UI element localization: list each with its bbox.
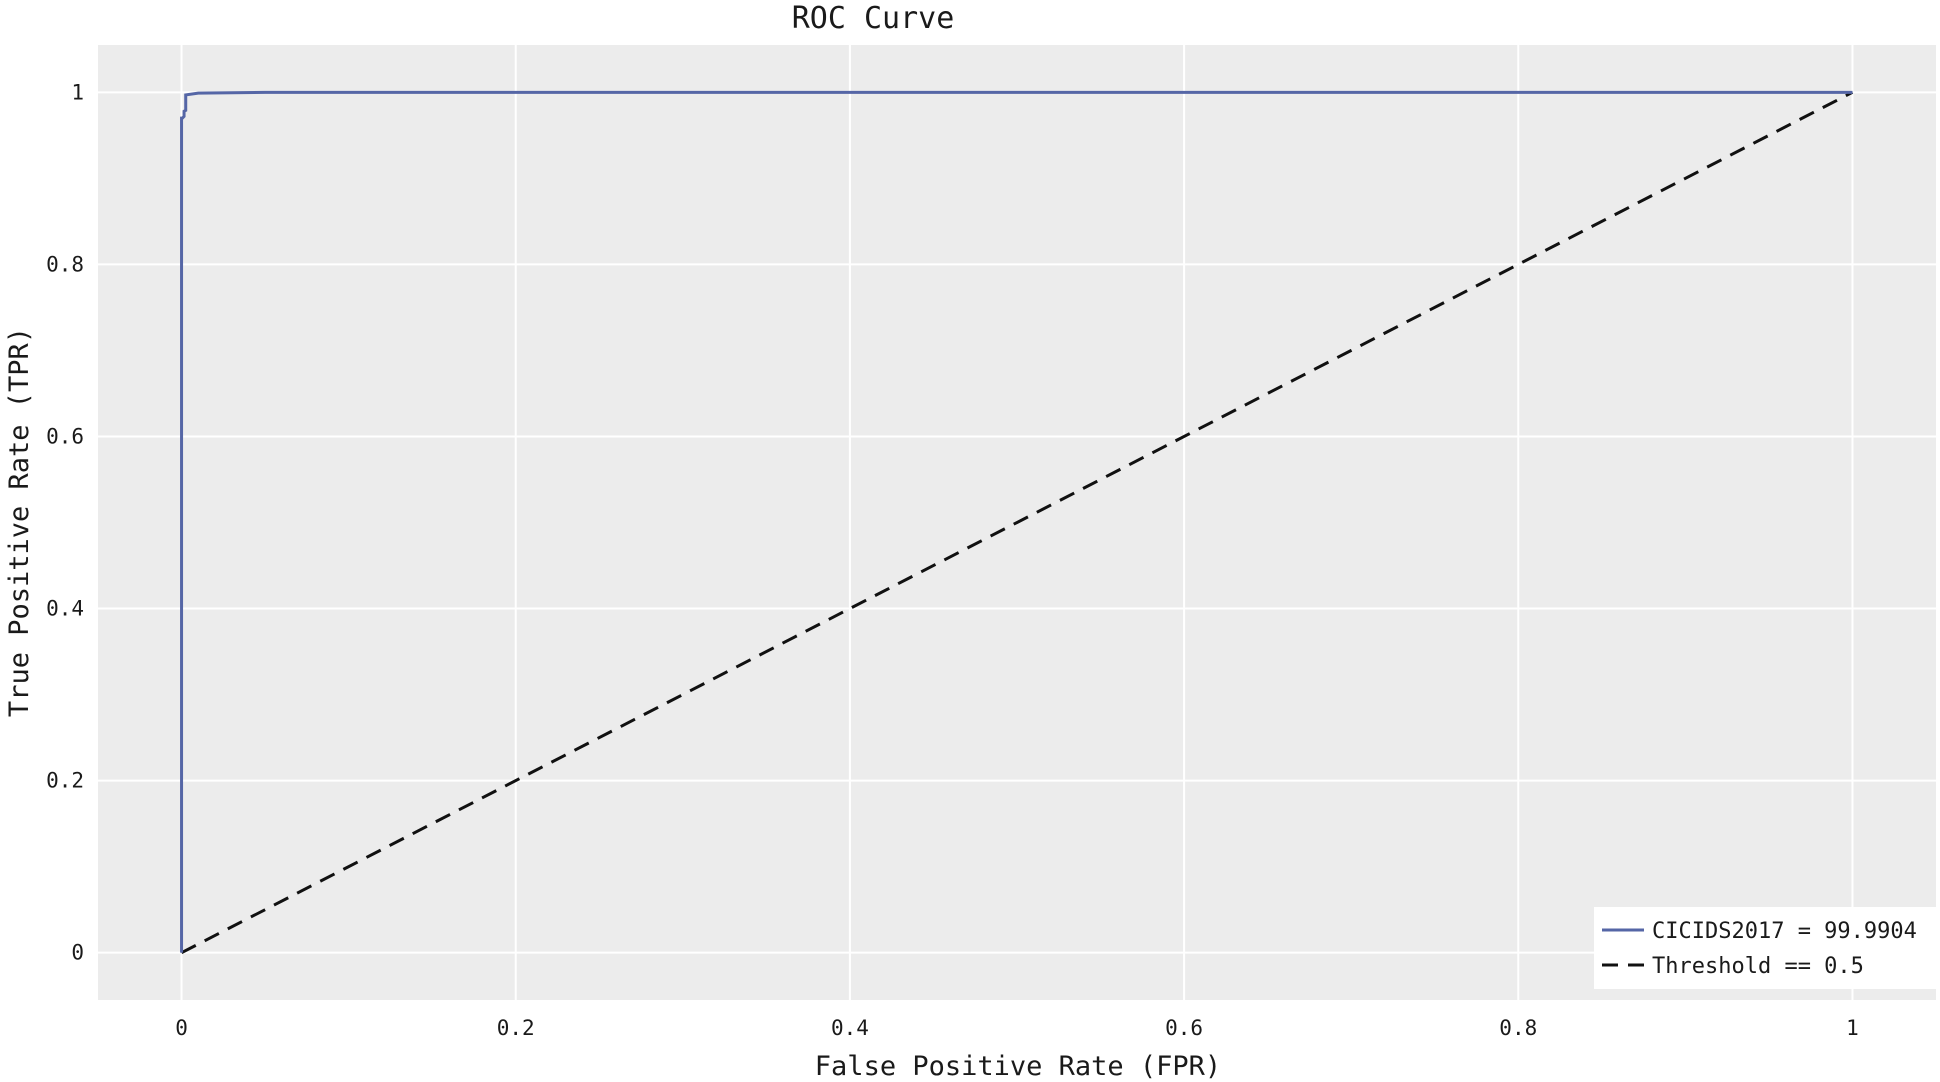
x-tick-label: 0.6 — [1165, 1016, 1203, 1040]
series-group — [180, 90, 1854, 955]
y-tick-label: 0 — [71, 941, 84, 965]
legend-box — [1594, 907, 1936, 989]
threshold-diagonal-line — [180, 90, 1854, 955]
y-axis-title: True Positive Rate (TPR) — [4, 327, 35, 717]
y-tick-label: 1 — [71, 80, 84, 104]
legend-label-cicids2017: CICIDS2017 = 99.9904 — [1652, 919, 1917, 944]
x-tick-label: 0.4 — [831, 1016, 869, 1040]
legend: CICIDS2017 = 99.9904 Threshold == 0.5 — [1594, 907, 1936, 989]
x-tick-labels: 0 0.2 0.4 0.6 0.8 1 — [175, 1016, 1859, 1040]
legend-label-threshold: Threshold == 0.5 — [1652, 954, 1864, 979]
x-tick-label: 0.8 — [1499, 1016, 1537, 1040]
x-tick-label: 0 — [175, 1016, 188, 1040]
y-tick-labels: 0 0.2 0.4 0.6 0.8 1 — [46, 80, 84, 964]
x-tick-label: 1 — [1846, 1016, 1859, 1040]
y-tick-label: 0.8 — [46, 252, 84, 276]
chart-title: ROC Curve — [792, 1, 955, 36]
roc-curve-line — [180, 90, 1853, 953]
x-tick-label: 0.2 — [497, 1016, 535, 1040]
y-tick-label: 0.4 — [46, 597, 84, 621]
y-tick-label: 0.2 — [46, 769, 84, 793]
x-axis-title: False Positive Rate (FPR) — [815, 1051, 1221, 1082]
y-tick-label: 0.6 — [46, 424, 84, 448]
